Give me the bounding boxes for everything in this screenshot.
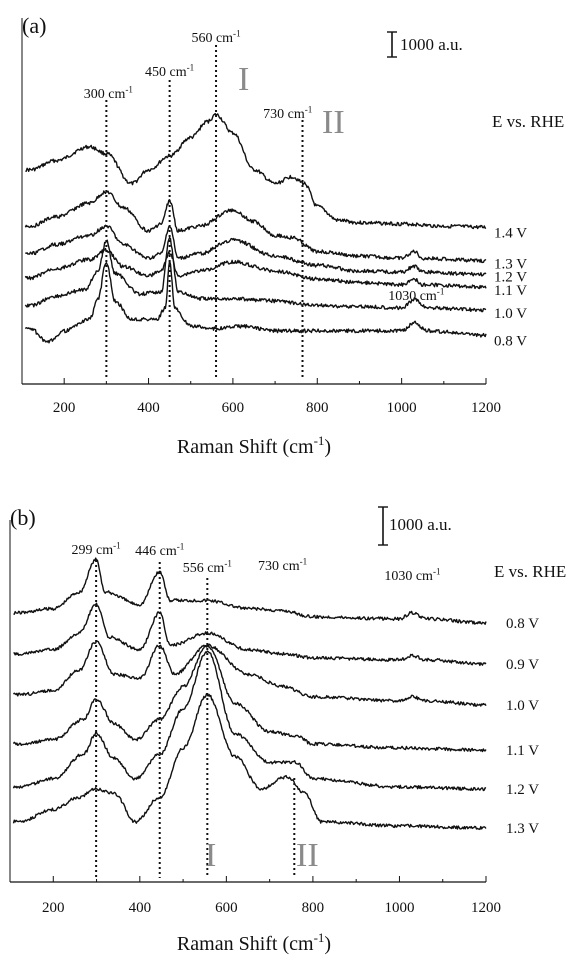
peak-label-text: 450 cm	[145, 65, 187, 80]
band-label: I	[238, 61, 249, 98]
peak-label: 300 cm-1	[84, 84, 133, 102]
series-label: 0.9 V	[506, 657, 539, 673]
spectrum-trace	[13, 557, 487, 625]
series-label: 1.1 V	[494, 283, 527, 299]
x-axis-label: Raman Shift (cm-1)	[177, 930, 331, 955]
spectrum-trace	[13, 602, 487, 667]
band-label: II	[296, 837, 319, 874]
spectrum-trace	[12, 693, 487, 831]
series-label: 1.4 V	[494, 225, 527, 241]
spectrum-trace	[12, 644, 487, 753]
peak-label: 450 cm-1	[145, 62, 194, 80]
peak-label-sup: -1	[437, 286, 445, 296]
series-label: 0.8 V	[494, 333, 527, 349]
peak-label-sup: -1	[187, 62, 195, 72]
x-tick-label: 600	[222, 400, 245, 416]
legend-title: E vs. RHE	[492, 112, 564, 131]
peak-label: 1030 cm-1	[384, 566, 440, 584]
panel-label: (a)	[22, 13, 46, 38]
x-axis-label: Raman Shift (cm-1)	[177, 433, 331, 458]
band-label: I	[205, 837, 216, 874]
series-label: 1.2 V	[506, 782, 539, 798]
spectrum-trace	[24, 190, 487, 264]
series-label: 1.3 V	[494, 257, 527, 273]
legend-title: E vs. RHE	[494, 562, 566, 581]
peak-label-sup: -1	[125, 84, 133, 94]
peak-label-text: 730 cm	[258, 559, 300, 574]
peak-label: 556 cm-1	[183, 558, 232, 576]
spectrum-trace	[24, 247, 487, 290]
spectrum-trace	[12, 650, 487, 792]
panel-label: (b)	[10, 505, 36, 530]
peak-label: 446 cm-1	[135, 541, 184, 559]
peak-label-text: 560 cm	[191, 31, 233, 46]
peak-label-text: 556 cm	[183, 561, 225, 576]
x-tick-label: 400	[129, 900, 152, 916]
x-tick-label: 1200	[471, 900, 501, 916]
series-label: 1.0 V	[506, 698, 539, 714]
peak-label-text: 730 cm	[263, 107, 305, 122]
peak-label-text: 299 cm	[72, 543, 114, 558]
x-tick-label: 600	[215, 900, 238, 916]
spectrum-trace	[24, 224, 487, 277]
x-tick-label: 1200	[471, 400, 501, 416]
peak-label-sup: -1	[113, 540, 121, 550]
x-axis-label-close: )	[324, 436, 331, 458]
peak-label-sup: -1	[224, 558, 232, 568]
peak-label-text: 1030 cm	[388, 289, 437, 304]
x-axis-label-sup: -1	[314, 930, 325, 945]
series-label: 1.3 V	[506, 821, 539, 837]
x-tick-label: 200	[53, 400, 76, 416]
x-axis-label-text: Raman Shift (cm	[177, 436, 314, 458]
x-tick-label: 200	[42, 900, 65, 916]
x-tick-label: 1000	[387, 400, 417, 416]
band-label: II	[322, 104, 345, 141]
x-axis-label-text: Raman Shift (cm	[177, 933, 314, 955]
x-tick-label: 800	[302, 900, 325, 916]
peak-label-text: 1030 cm	[384, 569, 433, 584]
scale-bar-label: 1000 a.u.	[400, 35, 463, 54]
peak-label-sup: -1	[305, 104, 313, 114]
x-tick-label: 400	[137, 400, 160, 416]
series-label: 0.8 V	[506, 616, 539, 632]
x-axis-label-close: )	[324, 933, 331, 955]
spectrum-trace	[24, 236, 487, 313]
peak-label: 560 cm-1	[191, 28, 240, 46]
x-axis-label-sup: -1	[314, 433, 325, 448]
peak-label: 730 cm-1	[258, 556, 307, 574]
peak-label-text: 300 cm	[84, 87, 126, 102]
spectrum-trace	[12, 640, 487, 707]
series-label: 1.2 V	[494, 269, 527, 285]
x-tick-label: 1000	[384, 900, 414, 916]
series-label: 1.1 V	[506, 743, 539, 759]
peak-label-sup: -1	[433, 566, 441, 576]
peak-label: 730 cm-1	[263, 104, 312, 122]
peak-label-sup: -1	[177, 541, 185, 551]
x-tick-label: 800	[306, 400, 329, 416]
peak-label: 299 cm-1	[72, 540, 121, 558]
peak-label-text: 446 cm	[135, 544, 177, 559]
peak-label-sup: -1	[300, 556, 308, 566]
peak-label: 1030 cm-1	[388, 286, 444, 304]
scale-bar-label: 1000 a.u.	[389, 515, 452, 534]
spectrum-trace	[25, 112, 487, 230]
spectrum-trace	[24, 260, 487, 344]
peak-label-sup: -1	[233, 28, 241, 38]
series-label: 1.0 V	[494, 306, 527, 322]
